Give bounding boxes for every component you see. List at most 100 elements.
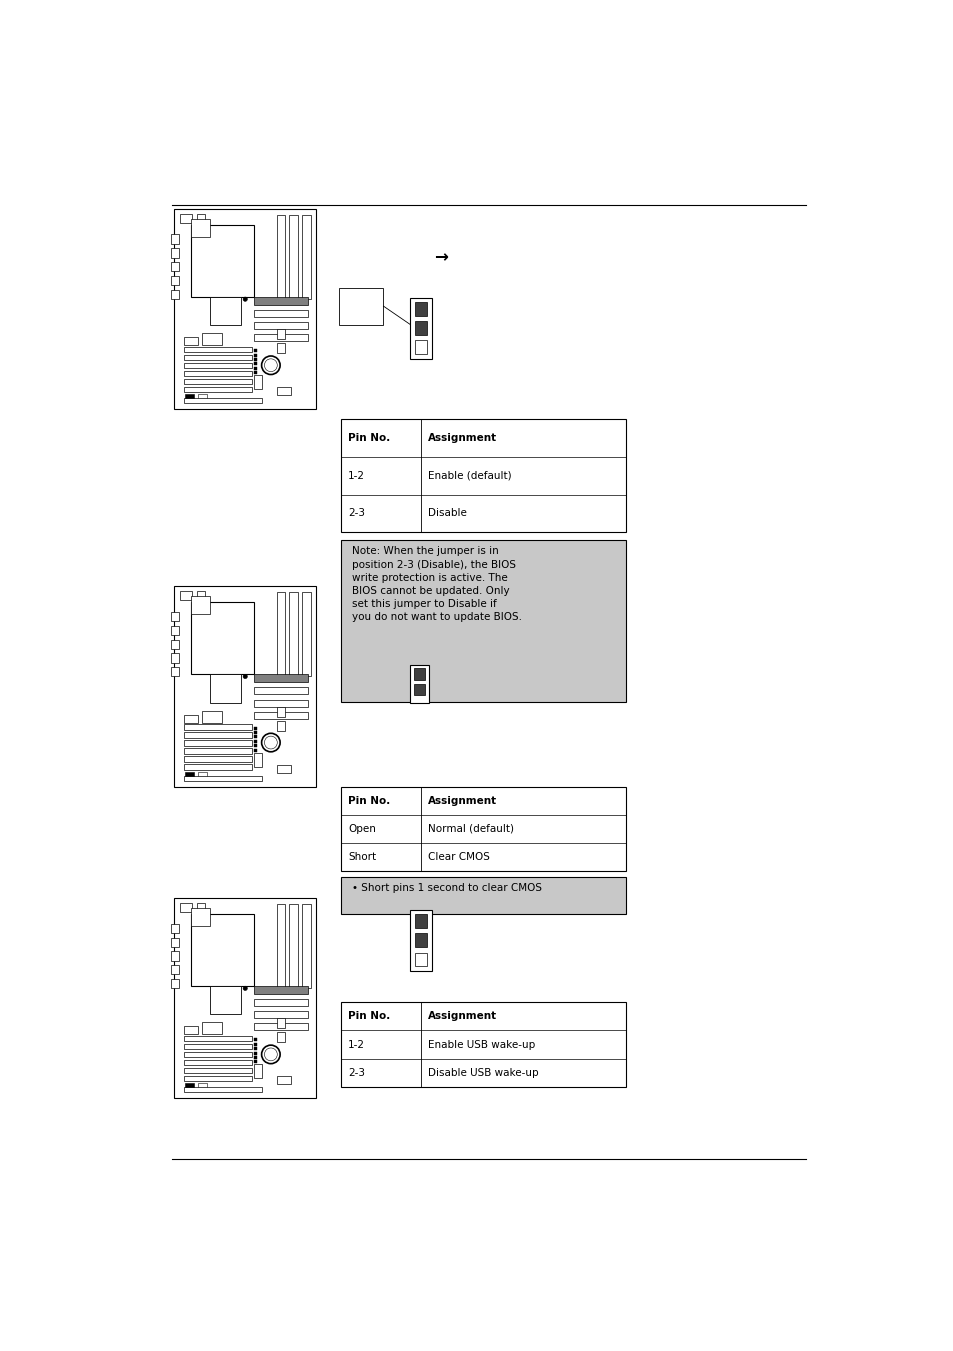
- Circle shape: [264, 1048, 277, 1061]
- Bar: [253, 700, 308, 707]
- Bar: [253, 735, 257, 739]
- Text: 2-3: 2-3: [348, 508, 365, 519]
- Bar: [302, 215, 311, 299]
- Bar: [171, 262, 178, 272]
- Bar: [276, 707, 285, 716]
- Bar: [415, 322, 427, 335]
- Bar: [173, 209, 316, 409]
- Bar: [253, 322, 308, 330]
- Bar: [341, 786, 625, 871]
- Circle shape: [243, 674, 247, 678]
- Bar: [173, 586, 316, 786]
- Bar: [253, 1047, 257, 1050]
- Bar: [253, 349, 257, 353]
- Bar: [184, 1036, 253, 1042]
- Bar: [210, 297, 241, 326]
- Bar: [171, 965, 178, 974]
- Bar: [253, 744, 257, 747]
- Bar: [171, 667, 178, 677]
- Bar: [184, 1088, 262, 1093]
- Bar: [171, 924, 178, 934]
- Bar: [302, 592, 311, 677]
- Bar: [191, 226, 253, 297]
- Bar: [184, 1027, 198, 1035]
- Bar: [410, 297, 432, 359]
- Bar: [171, 654, 178, 662]
- Bar: [171, 626, 178, 635]
- Bar: [210, 986, 241, 1015]
- Bar: [253, 740, 257, 743]
- Text: Enable (default): Enable (default): [428, 470, 511, 481]
- Bar: [276, 343, 285, 353]
- Bar: [253, 1000, 308, 1006]
- Bar: [341, 540, 625, 703]
- Bar: [253, 372, 257, 374]
- Bar: [184, 1044, 253, 1050]
- Bar: [253, 688, 308, 694]
- Text: 2-3: 2-3: [348, 1067, 365, 1078]
- Bar: [184, 362, 253, 369]
- Bar: [414, 669, 424, 680]
- Bar: [171, 249, 178, 258]
- Bar: [184, 732, 253, 738]
- Bar: [289, 592, 297, 677]
- Text: Pin No.: Pin No.: [348, 1012, 390, 1021]
- Text: Pin No.: Pin No.: [348, 796, 390, 805]
- Bar: [171, 979, 178, 989]
- Bar: [185, 771, 193, 775]
- Bar: [253, 986, 308, 994]
- Bar: [338, 288, 383, 324]
- Bar: [198, 1084, 207, 1088]
- Bar: [276, 330, 285, 339]
- Bar: [253, 1043, 257, 1046]
- Bar: [171, 276, 178, 285]
- Bar: [180, 213, 193, 223]
- Bar: [289, 215, 297, 299]
- Bar: [341, 419, 625, 532]
- Text: Pin No.: Pin No.: [348, 432, 390, 443]
- Bar: [410, 665, 429, 704]
- Bar: [184, 757, 253, 762]
- Bar: [276, 1032, 285, 1043]
- Bar: [191, 219, 210, 238]
- Bar: [173, 898, 316, 1098]
- Bar: [191, 596, 210, 615]
- Bar: [276, 1077, 291, 1085]
- Circle shape: [261, 1046, 280, 1063]
- Bar: [414, 684, 424, 696]
- Bar: [184, 370, 253, 377]
- Bar: [415, 303, 427, 316]
- Text: Assignment: Assignment: [428, 432, 497, 443]
- Bar: [197, 590, 205, 597]
- Bar: [184, 1075, 253, 1081]
- Bar: [184, 763, 253, 770]
- Bar: [253, 354, 257, 357]
- Bar: [253, 334, 308, 342]
- Text: Disable: Disable: [428, 508, 466, 519]
- Circle shape: [261, 734, 280, 751]
- Text: Assignment: Assignment: [428, 796, 497, 805]
- Bar: [253, 727, 257, 730]
- Bar: [341, 1002, 625, 1088]
- Text: Open: Open: [348, 824, 375, 834]
- Bar: [276, 592, 285, 677]
- Bar: [276, 1019, 285, 1028]
- Bar: [202, 711, 222, 723]
- Bar: [184, 724, 253, 730]
- Bar: [253, 1023, 308, 1031]
- Bar: [415, 934, 427, 947]
- Text: Note: When the jumper is in
position 2-3 (Disable), the BIOS
write protection is: Note: When the jumper is in position 2-3…: [352, 546, 522, 623]
- Bar: [276, 765, 291, 773]
- Bar: [171, 639, 178, 648]
- Bar: [191, 908, 210, 927]
- Bar: [184, 354, 253, 361]
- Bar: [410, 909, 432, 971]
- Bar: [415, 340, 427, 354]
- Bar: [253, 376, 262, 389]
- Bar: [415, 915, 427, 928]
- Bar: [185, 1084, 193, 1088]
- Circle shape: [243, 986, 247, 990]
- Circle shape: [264, 359, 277, 372]
- Bar: [210, 674, 241, 703]
- Bar: [184, 386, 253, 392]
